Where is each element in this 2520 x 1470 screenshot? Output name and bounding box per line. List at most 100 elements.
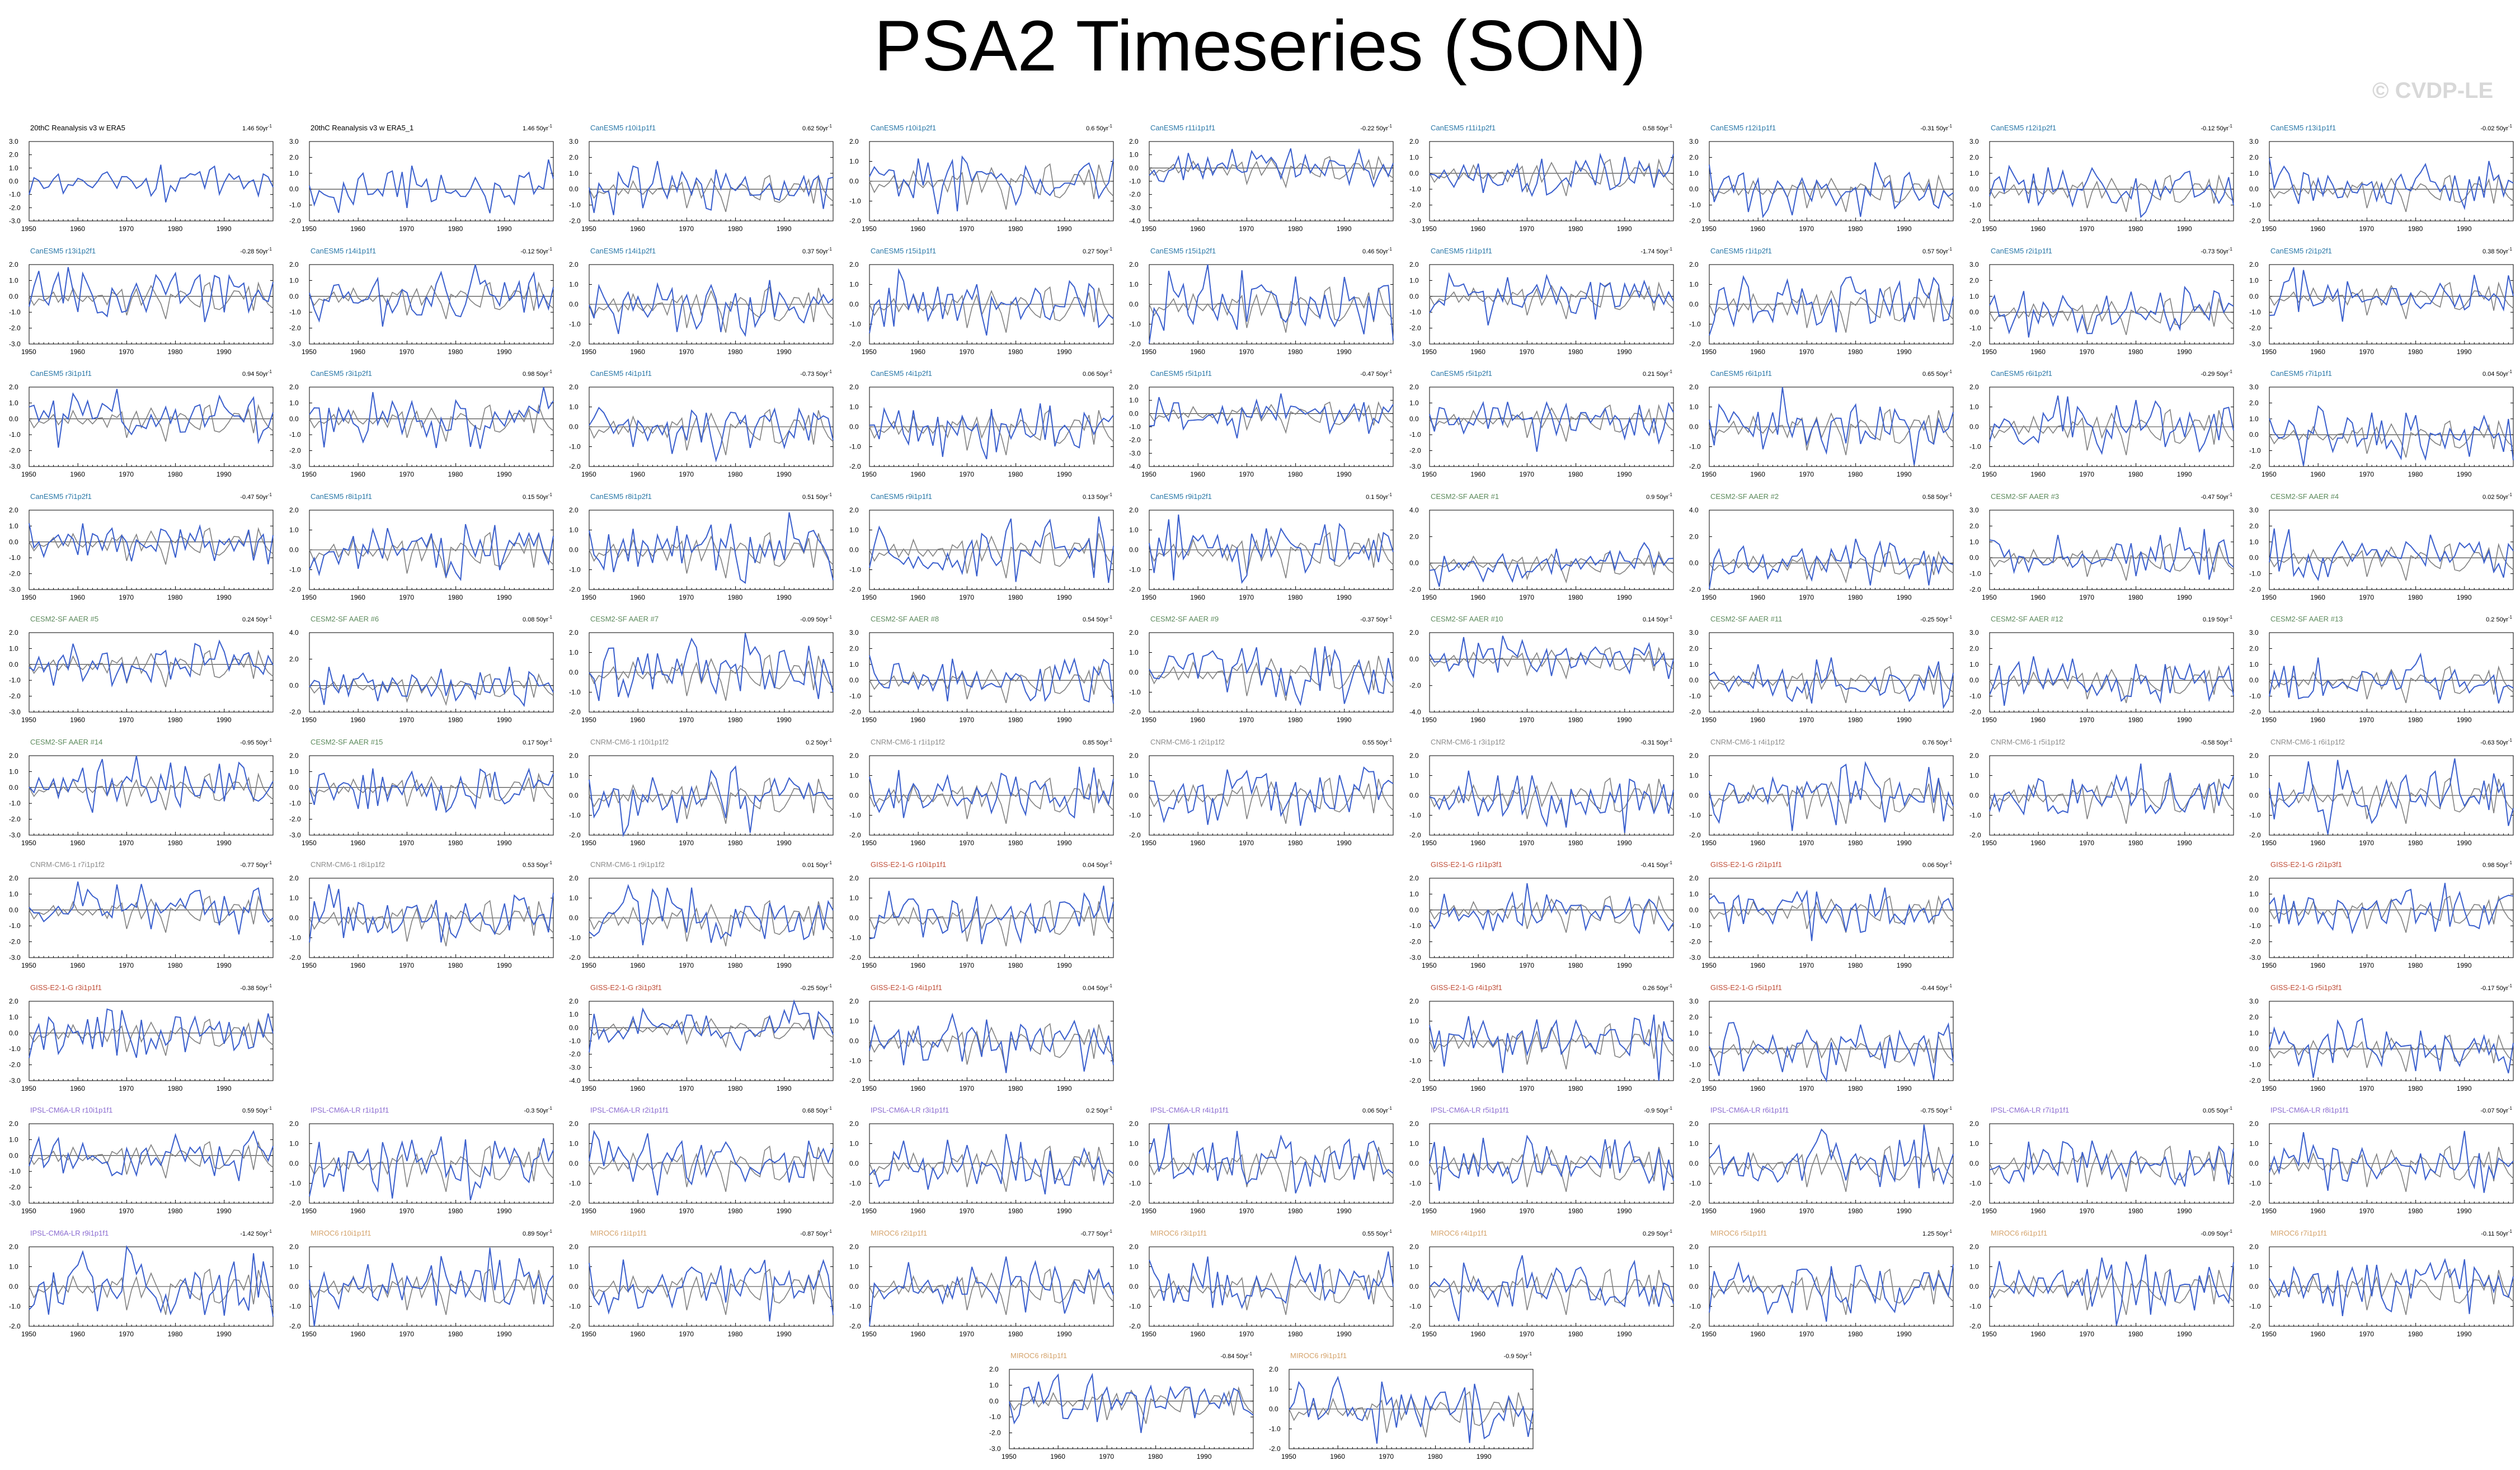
- x-tick-label: 1950: [2262, 593, 2277, 601]
- x-tick-label: 1960: [70, 962, 85, 969]
- series-line: [589, 884, 834, 945]
- y-tick-label: -2.0: [9, 1061, 21, 1068]
- x-tick-label: 1960: [2310, 716, 2325, 724]
- y-tick-label: 4.0: [289, 629, 299, 637]
- y-tick-label: -4.0: [1409, 708, 1421, 716]
- obs-series-line: [2269, 895, 2514, 933]
- y-tick-label: -1.0: [1969, 811, 1981, 819]
- panel-trend-label: 0.27 50yr-1: [1083, 247, 1113, 255]
- panel-trend-label: -0.25 50yr-1: [800, 983, 832, 992]
- timeseries-panel: CESM2-SF AAER #6 0.08 50yr-1 -2.0 0.0 2.0 4.0…: [289, 615, 554, 724]
- timeseries-panel: CanESM5 r13i1p1f1 -0.02 50yr-1 -2.0 -1.0 0.0…: [2249, 124, 2514, 233]
- x-tick-label: 1970: [959, 716, 974, 724]
- y-tick-label: 2.0: [569, 752, 579, 760]
- timeseries-panel: GISS-E2-1-G r3i1p1f1 -0.38 50yr-1 -3.0 -2.0…: [9, 983, 274, 1092]
- y-tick-label: 0.0: [289, 546, 299, 554]
- y-tick-label: 1.0: [849, 661, 859, 668]
- x-tick-label: 1980: [1008, 962, 1023, 969]
- panel-title: CESM2-SF AAER #4: [2270, 492, 2339, 501]
- y-tick-label: 2.0: [289, 655, 299, 663]
- y-tick-label: -2.0: [9, 569, 21, 577]
- y-tick-label: 1.0: [1409, 276, 1419, 284]
- y-tick-label: 1.0: [569, 771, 579, 779]
- x-tick-label: 1950: [1982, 348, 1997, 356]
- x-tick-label: 1960: [2310, 962, 2325, 969]
- x-tick-label: 1980: [1008, 716, 1023, 724]
- x-tick-label: 1970: [959, 839, 974, 847]
- series-line: [589, 407, 834, 463]
- y-tick-label: 2.0: [849, 752, 859, 760]
- y-tick-label: -2.0: [1129, 191, 1141, 199]
- panel-trend-label: -0.37 50yr-1: [1360, 615, 1392, 623]
- y-tick-label: 0.0: [9, 292, 18, 300]
- series-line: [589, 512, 834, 584]
- x-tick-label: 1990: [2457, 225, 2472, 233]
- y-tick-label: 1.0: [289, 767, 299, 775]
- obs-series-line: [868, 777, 1114, 824]
- plot-frame: [29, 1001, 274, 1081]
- x-tick-label: 1990: [1056, 839, 1071, 847]
- y-tick-label: 0.0: [1969, 791, 1979, 799]
- x-tick-label: 1970: [959, 470, 974, 478]
- panel-title: CanESM5 r3i1p1f1: [30, 369, 92, 378]
- x-tick-label: 1990: [217, 348, 232, 356]
- panel-title: CanESM5 r1i1p1f1: [1431, 247, 1492, 255]
- x-tick-label: 1960: [1190, 593, 1205, 601]
- y-tick-label: -2.0: [1409, 324, 1421, 332]
- x-tick-label: 1990: [2176, 225, 2192, 233]
- x-tick-label: 1980: [2408, 225, 2423, 233]
- x-tick-label: 1970: [399, 348, 414, 356]
- y-tick-label: -2.0: [1689, 938, 1701, 946]
- y-tick-label: -1.0: [1409, 431, 1421, 439]
- y-tick-label: -1.0: [1129, 811, 1141, 819]
- y-tick-label: -2.0: [9, 324, 21, 332]
- timeseries-panel: CanESM5 r12i1p1f1 -0.31 50yr-1 -2.0 -1.0 0.0…: [1689, 124, 1954, 233]
- x-tick-label: 1960: [350, 839, 365, 847]
- x-tick-label: 1960: [1190, 716, 1205, 724]
- x-tick-label: 1950: [2262, 839, 2277, 847]
- x-tick-label: 1970: [2359, 716, 2374, 724]
- x-tick-label: 1950: [862, 593, 877, 601]
- plot-frame: [1149, 141, 1394, 222]
- x-tick-label: 1970: [2359, 348, 2374, 356]
- series-line: [869, 403, 1114, 460]
- x-tick-label: 1950: [302, 593, 317, 601]
- timeseries-panel: CESM2-SF AAER #10 0.14 50yr-1 -4.0 -2.0 0.0 2…: [1409, 615, 1674, 724]
- x-tick-label: 1970: [959, 962, 974, 969]
- x-tick-label: 1980: [2128, 839, 2143, 847]
- y-tick-label: 2.0: [2249, 399, 2259, 407]
- panel-title: CanESM5 r5i1p1f1: [1150, 369, 1212, 378]
- panel-title: CNRM-CM6-1 r9i1p1f2: [590, 860, 665, 869]
- y-tick-label: 0.0: [1689, 300, 1699, 308]
- plot-frame: [1429, 632, 1673, 713]
- timeseries-panel: CESM2-SF AAER #13 0.2 50yr-1 -2.0 -1.0 0.0 1.…: [2249, 615, 2514, 724]
- timeseries-panel: 20thC Reanalysis v3 w ERA5_1 1.46 50yr-1 -…: [289, 124, 554, 233]
- timeseries-panel: GISS-E2-1-G r3i1p3f1 -0.25 50yr-1 -4.0 -3.0…: [569, 983, 834, 1092]
- y-tick-label: 1.0: [1129, 151, 1139, 159]
- panel-title: CanESM5 r7i1p1f1: [2270, 369, 2332, 378]
- y-tick-label: 3.0: [2249, 138, 2259, 145]
- x-tick-label: 1960: [630, 962, 645, 969]
- x-tick-label: 1980: [168, 962, 183, 969]
- panel-trend-label: 0.08 50yr-1: [523, 615, 553, 623]
- plot-frame: [1989, 264, 2234, 344]
- x-tick-label: 1980: [1008, 839, 1023, 847]
- x-tick-label: 1960: [1470, 593, 1485, 601]
- x-tick-label: 1960: [1470, 716, 1485, 724]
- x-tick-label: 1950: [21, 593, 36, 601]
- y-tick-label: 2.0: [569, 383, 579, 391]
- x-tick-label: 1960: [2030, 593, 2046, 601]
- panel-trend-label: 0.57 50yr-1: [1922, 247, 1953, 255]
- x-tick-label: 1980: [1568, 348, 1583, 356]
- x-tick-label: 1970: [959, 593, 974, 601]
- x-tick-label: 1990: [2176, 716, 2192, 724]
- panel-trend-label: 0.19 50yr-1: [2203, 615, 2233, 623]
- x-tick-label: 1990: [777, 225, 792, 233]
- plot-frame: [29, 632, 274, 713]
- x-tick-label: 1970: [2359, 470, 2374, 478]
- y-tick-label: -1.0: [1969, 569, 1981, 577]
- x-tick-label: 1970: [2079, 716, 2094, 724]
- y-tick-label: 3.0: [849, 629, 859, 637]
- y-tick-label: 1.0: [849, 280, 859, 288]
- y-tick-label: -1.0: [849, 934, 861, 942]
